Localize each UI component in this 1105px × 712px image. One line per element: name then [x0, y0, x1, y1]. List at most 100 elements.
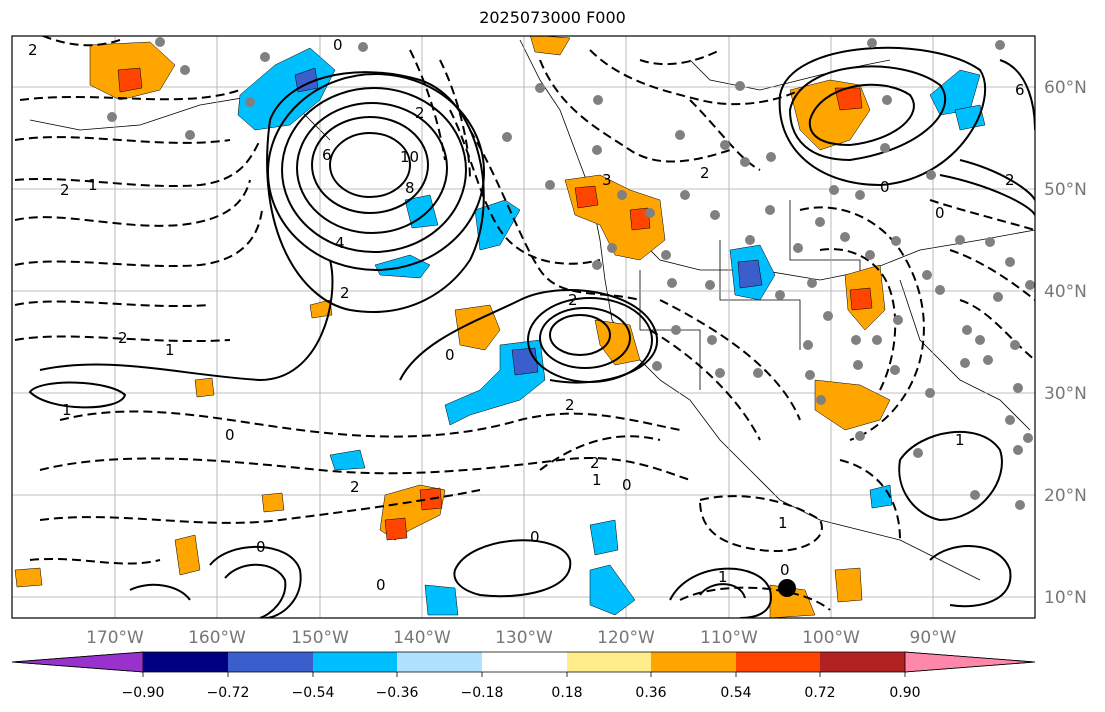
contour-label: 1 — [592, 471, 602, 489]
colorbar-segment — [228, 652, 313, 672]
contour-label: 4 — [335, 234, 345, 252]
colorbar-tick: 0.54 — [720, 685, 751, 701]
shade-sky — [404, 194, 439, 229]
shade-sky — [589, 519, 619, 556]
shade-sky — [929, 69, 981, 116]
lat-label: 60°N — [1044, 78, 1087, 98]
colorbar-min-arrow — [11, 651, 144, 673]
contour-labels: 2 0 2 6 10 8 4 2 2 1 1 0 0 2 2 2 6 2 3 2… — [28, 36, 1025, 594]
longitude-labels: 170°W 160°W 150°W 140°W 130°W 120°W 110°… — [86, 628, 957, 648]
shaded-anomalies — [14, 36, 986, 618]
colorbar-tick: 0.36 — [635, 685, 666, 701]
shade-red — [629, 207, 651, 231]
contour-label: 2 — [118, 329, 128, 347]
contour-label: 2 — [1005, 171, 1015, 189]
colorbar-segment — [397, 652, 482, 672]
map-frame — [11, 35, 1036, 619]
dashed-contours — [14, 36, 1035, 611]
shade-orange — [309, 299, 333, 319]
contour-label: 0 — [780, 561, 790, 579]
colorbar-tick: −0.72 — [207, 685, 250, 701]
shade-orange — [454, 304, 501, 351]
contour-label: 2 — [415, 104, 425, 122]
shade-red — [849, 287, 873, 311]
shade-red — [117, 67, 143, 93]
shade-orange — [261, 492, 285, 513]
colorbar-tick: −0.90 — [122, 685, 165, 701]
lon-label: 100°W — [802, 628, 860, 648]
contour-label: 0 — [376, 576, 386, 594]
lat-label: 50°N — [1044, 180, 1087, 200]
shade-blue — [511, 347, 539, 376]
lon-label: 120°W — [597, 628, 655, 648]
contour-label: 2 — [28, 41, 38, 59]
graticule — [12, 36, 1035, 618]
contour-label: 0 — [880, 178, 890, 196]
contour-label: 2 — [340, 284, 350, 302]
contour-label: 2 — [590, 454, 600, 472]
colorbar-tick: 0.72 — [804, 685, 835, 701]
colorbar-tick: −0.18 — [461, 685, 504, 701]
contour-label: 0 — [530, 528, 540, 546]
station-dots — [107, 37, 1035, 510]
center-marker — [778, 579, 796, 597]
shade-blue — [737, 259, 763, 289]
contour-label: 2 — [568, 291, 578, 309]
contour-label: 6 — [1015, 81, 1025, 99]
colorbar-segment — [567, 652, 651, 672]
map-title: 2025073000 F000 — [479, 8, 626, 27]
lon-label: 170°W — [86, 628, 144, 648]
lon-label: 140°W — [393, 628, 451, 648]
colorbar-segment — [651, 652, 736, 672]
contour-label: 2 — [60, 181, 70, 199]
shade-orange — [530, 36, 571, 56]
contour-label: 0 — [935, 204, 945, 222]
lat-label: 20°N — [1044, 486, 1087, 506]
contour-label: 0 — [333, 36, 343, 54]
colorbar-segment — [313, 652, 397, 672]
colorbar-segment — [820, 652, 905, 672]
contour-label: 2 — [350, 478, 360, 496]
lon-label: 150°W — [291, 628, 349, 648]
colorbar-tick: 0.18 — [551, 685, 582, 701]
colorbar-segment — [482, 652, 567, 672]
contour-label: 2 — [700, 164, 710, 182]
shade-sky — [589, 564, 636, 616]
lon-label: 110°W — [700, 628, 758, 648]
contour-label: 1 — [165, 341, 175, 359]
shade-red — [574, 185, 599, 209]
contour-label: 1 — [718, 568, 728, 586]
shade-orange — [814, 379, 891, 431]
contour-label: 0 — [445, 346, 455, 364]
colorbar: −0.90 −0.72 −0.54 −0.36 −0.18 0.18 0.36 … — [11, 651, 1036, 701]
contour-label: 1 — [88, 176, 98, 194]
lon-label: 130°W — [495, 628, 553, 648]
colorbar-tick: −0.36 — [376, 685, 419, 701]
colorbar-segment — [143, 652, 228, 672]
colorbar-max-arrow — [904, 651, 1036, 673]
shade-sky — [954, 104, 986, 131]
contour-label: 0 — [225, 426, 235, 444]
shade-orange — [194, 377, 215, 398]
colorbar-tick: −0.54 — [292, 685, 335, 701]
shade-orange — [174, 534, 201, 576]
contour-label: 10 — [400, 148, 419, 166]
contour-label: 1 — [62, 401, 72, 419]
contour-label: 2 — [565, 396, 575, 414]
shade-sky — [237, 47, 336, 131]
colorbar-segment — [736, 652, 820, 672]
contour-label: 8 — [405, 179, 415, 197]
latitude-labels: 60°N 50°N 40°N 30°N 20°N 10°N — [1044, 78, 1087, 608]
lon-label: 160°W — [188, 628, 246, 648]
contour-label: 1 — [778, 514, 788, 532]
contour-label: 0 — [622, 476, 632, 494]
shade-orange — [834, 567, 863, 603]
shade-red — [384, 517, 408, 541]
lat-label: 10°N — [1044, 588, 1087, 608]
shade-sky — [329, 449, 366, 471]
map-area: 2 0 2 6 10 8 4 2 2 1 1 0 0 2 2 2 6 2 3 2… — [12, 36, 1035, 618]
solid-contours — [28, 46, 1035, 618]
lon-label: 90°W — [910, 628, 957, 648]
contour-label: 0 — [256, 538, 266, 556]
